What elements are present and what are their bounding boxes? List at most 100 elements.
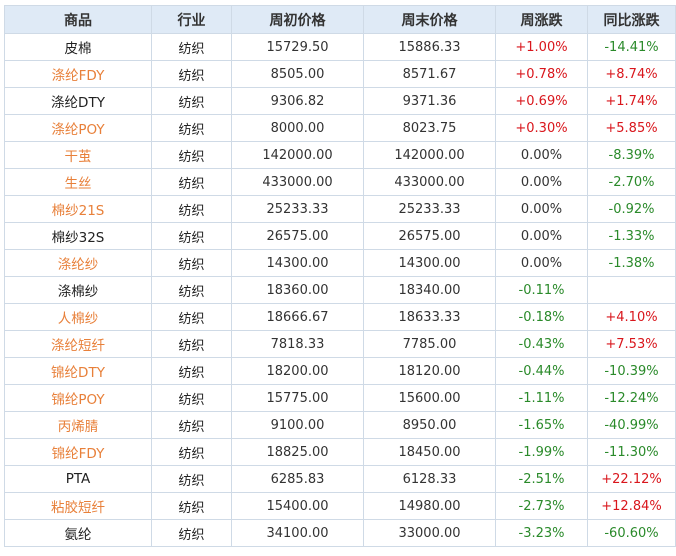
week-start-price-cell: 26575.00 [231,222,364,250]
industry-cell: 纺织 [151,303,232,331]
week-end-price-cell: 14300.00 [363,249,496,277]
week-end-price-cell: 33000.00 [363,519,496,547]
industry-cell: 纺织 [151,465,232,493]
week-start-price-cell: 14300.00 [231,249,364,277]
industry-cell: 纺织 [151,276,232,304]
week-change-cell: -1.65% [495,411,588,439]
industry-cell: 纺织 [151,141,232,169]
industry-cell: 纺织 [151,492,232,520]
week-end-price-cell: 15600.00 [363,384,496,412]
header-yoy-change: 同比涨跌 [587,5,676,34]
week-end-price-cell: 15886.33 [363,33,496,61]
yoy-change-cell: -2.70% [587,168,676,196]
week-end-price-cell: 25233.33 [363,195,496,223]
yoy-change-cell: +4.10% [587,303,676,331]
yoy-change-cell: -8.39% [587,141,676,169]
week-end-price-cell: 7785.00 [363,330,496,358]
industry-cell: 纺织 [151,519,232,547]
week-start-price-cell: 7818.33 [231,330,364,358]
week-end-price-cell: 18633.33 [363,303,496,331]
table-row: 涤纶FDY 纺织 8505.00 8571.67 +0.78% +8.74% [4,60,676,88]
week-end-price-cell: 8950.00 [363,411,496,439]
industry-cell: 纺织 [151,168,232,196]
price-table-container: 商品 行业 周初价格 周末价格 周涨跌 同比涨跌 皮棉 纺织 15729.50 158… [4,5,676,547]
table-row: 干茧 纺织 142000.00 142000.00 0.00% -8.39% [4,141,676,169]
commodity-name: 棉纱32S [4,222,152,250]
table-body: 皮棉 纺织 15729.50 15886.33 +1.00% -14.41% 涤纶FDY 纺织… [4,33,676,547]
header-week-end-price: 周末价格 [363,5,496,34]
yoy-change-cell: -12.24% [587,384,676,412]
week-change-cell: 0.00% [495,249,588,277]
week-change-cell: 0.00% [495,195,588,223]
week-change-cell: -2.51% [495,465,588,493]
week-change-cell: -0.44% [495,357,588,385]
week-change-cell: 0.00% [495,168,588,196]
table-row: 皮棉 纺织 15729.50 15886.33 +1.00% -14.41% [4,33,676,61]
yoy-change-cell: +12.84% [587,492,676,520]
week-start-price-cell: 9306.82 [231,87,364,115]
week-end-price-cell: 6128.33 [363,465,496,493]
table-header-row: 商品 行业 周初价格 周末价格 周涨跌 同比涨跌 [4,5,676,34]
industry-cell: 纺织 [151,384,232,412]
week-change-cell: -0.11% [495,276,588,304]
header-week-change: 周涨跌 [495,5,588,34]
week-start-price-cell: 9100.00 [231,411,364,439]
commodity-name: 皮棉 [4,33,152,61]
industry-cell: 纺织 [151,357,232,385]
week-start-price-cell: 8000.00 [231,114,364,142]
week-end-price-cell: 9371.36 [363,87,496,115]
commodity-name[interactable]: 丙烯腈 [4,411,152,439]
table-row: 涤纶POY 纺织 8000.00 8023.75 +0.30% +5.85% [4,114,676,142]
week-end-price-cell: 142000.00 [363,141,496,169]
commodity-name[interactable]: 棉纱21S [4,195,152,223]
yoy-change-cell: +1.74% [587,87,676,115]
yoy-change-cell: -11.30% [587,438,676,466]
commodity-name[interactable]: 干茧 [4,141,152,169]
week-start-price-cell: 6285.83 [231,465,364,493]
week-start-price-cell: 34100.00 [231,519,364,547]
yoy-change-cell: -60.60% [587,519,676,547]
week-end-price-cell: 8571.67 [363,60,496,88]
price-table: 商品 行业 周初价格 周末价格 周涨跌 同比涨跌 皮棉 纺织 15729.50 158… [4,5,676,547]
table-row: PTA 纺织 6285.83 6128.33 -2.51% +22.12% [4,465,676,493]
table-row: 生丝 纺织 433000.00 433000.00 0.00% -2.70% [4,168,676,196]
commodity-name[interactable]: 粘胶短纤 [4,492,152,520]
yoy-change-cell: -40.99% [587,411,676,439]
commodity-name[interactable]: 涤纶短纤 [4,330,152,358]
table-row: 人棉纱 纺织 18666.67 18633.33 -0.18% +4.10% [4,303,676,331]
week-change-cell: -0.18% [495,303,588,331]
commodity-name[interactable]: 涤纶FDY [4,60,152,88]
commodity-name[interactable]: 生丝 [4,168,152,196]
table-row: 涤纶短纤 纺织 7818.33 7785.00 -0.43% +7.53% [4,330,676,358]
table-row: 涤棉纱 纺织 18360.00 18340.00 -0.11% [4,276,676,304]
commodity-name[interactable]: 锦纶DTY [4,357,152,385]
commodity-name[interactable]: 涤纶纱 [4,249,152,277]
week-change-cell: -1.11% [495,384,588,412]
industry-cell: 纺织 [151,33,232,61]
industry-cell: 纺织 [151,195,232,223]
commodity-name[interactable]: 涤纶POY [4,114,152,142]
week-start-price-cell: 142000.00 [231,141,364,169]
header-commodity: 商品 [4,5,152,34]
week-start-price-cell: 15400.00 [231,492,364,520]
table-row: 锦纶DTY 纺织 18200.00 18120.00 -0.44% -10.39% [4,357,676,385]
week-end-price-cell: 18340.00 [363,276,496,304]
table-row: 涤纶DTY 纺织 9306.82 9371.36 +0.69% +1.74% [4,87,676,115]
commodity-name[interactable]: 锦纶FDY [4,438,152,466]
week-start-price-cell: 25233.33 [231,195,364,223]
commodity-name[interactable]: 人棉纱 [4,303,152,331]
week-start-price-cell: 18825.00 [231,438,364,466]
yoy-change-cell: -1.38% [587,249,676,277]
commodity-name: 氨纶 [4,519,152,547]
week-change-cell: -1.99% [495,438,588,466]
table-row: 丙烯腈 纺织 9100.00 8950.00 -1.65% -40.99% [4,411,676,439]
commodity-name[interactable]: 锦纶POY [4,384,152,412]
week-end-price-cell: 433000.00 [363,168,496,196]
week-start-price-cell: 15729.50 [231,33,364,61]
industry-cell: 纺织 [151,60,232,88]
week-start-price-cell: 18360.00 [231,276,364,304]
table-row: 锦纶POY 纺织 15775.00 15600.00 -1.11% -12.24% [4,384,676,412]
table-row: 锦纶FDY 纺织 18825.00 18450.00 -1.99% -11.30% [4,438,676,466]
industry-cell: 纺织 [151,87,232,115]
yoy-change-cell: -14.41% [587,33,676,61]
